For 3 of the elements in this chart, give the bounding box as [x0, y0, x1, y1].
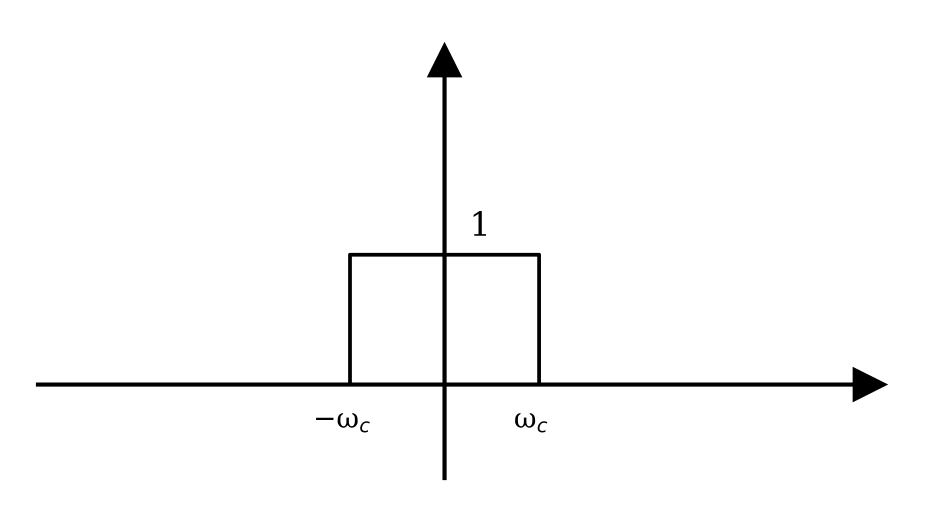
- x-tick-label: −ω$_{c}$: [316, 413, 370, 432]
- x-tick-label: ω$_{c}$: [515, 413, 548, 432]
- text: 1: [474, 211, 486, 236]
